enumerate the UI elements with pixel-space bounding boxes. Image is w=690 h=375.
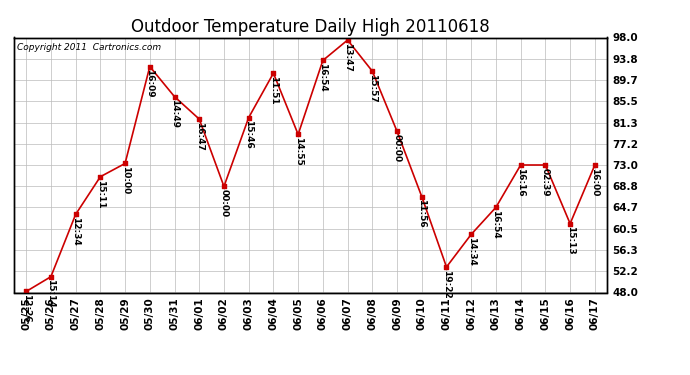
Text: 16:16: 16:16 [516, 168, 525, 196]
Point [119, 160, 130, 166]
Text: 15:11: 15:11 [96, 180, 105, 208]
Point [491, 204, 502, 210]
Point [268, 70, 279, 76]
Point [564, 220, 575, 226]
Point [515, 162, 526, 168]
Text: Copyright 2011  Cartronics.com: Copyright 2011 Cartronics.com [17, 43, 161, 52]
Text: 15:13: 15:13 [566, 226, 575, 255]
Text: 12:26: 12:26 [21, 294, 30, 323]
Text: 00:00: 00:00 [219, 189, 228, 217]
Point [540, 162, 551, 168]
Point [367, 68, 378, 74]
Title: Outdoor Temperature Daily High 20110618: Outdoor Temperature Daily High 20110618 [131, 18, 490, 36]
Text: 10:00: 10:00 [121, 166, 130, 195]
Point [317, 57, 328, 63]
Text: 15:46: 15:46 [244, 120, 253, 149]
Text: 15:57: 15:57 [368, 74, 377, 103]
Text: 19:22: 19:22 [442, 270, 451, 298]
Point [95, 174, 106, 180]
Point [466, 231, 477, 237]
Text: 02:39: 02:39 [541, 168, 550, 196]
Point [342, 37, 353, 43]
Text: 14:55: 14:55 [294, 137, 303, 166]
Text: 14:34: 14:34 [466, 237, 475, 266]
Point [589, 162, 600, 168]
Text: 15:14: 15:14 [46, 279, 55, 308]
Text: 16:00: 16:00 [591, 168, 600, 196]
Point [70, 211, 81, 217]
Text: 00:00: 00:00 [393, 134, 402, 162]
Text: 16:47: 16:47 [195, 122, 204, 151]
Point [144, 64, 155, 70]
Point [219, 183, 230, 189]
Point [391, 128, 402, 134]
Point [243, 115, 254, 121]
Text: 16:54: 16:54 [318, 63, 327, 92]
Text: 16:54: 16:54 [491, 210, 500, 239]
Point [293, 131, 304, 137]
Text: 11:56: 11:56 [417, 200, 426, 228]
Text: 12:34: 12:34 [71, 217, 80, 246]
Point [194, 116, 205, 122]
Text: 16:09: 16:09 [146, 69, 155, 98]
Point [21, 288, 32, 294]
Text: 14:49: 14:49 [170, 99, 179, 129]
Point [416, 194, 427, 200]
Text: 13:47: 13:47 [343, 43, 352, 72]
Point [441, 264, 452, 270]
Point [169, 94, 180, 100]
Text: 11:51: 11:51 [269, 76, 278, 105]
Point [46, 274, 57, 280]
